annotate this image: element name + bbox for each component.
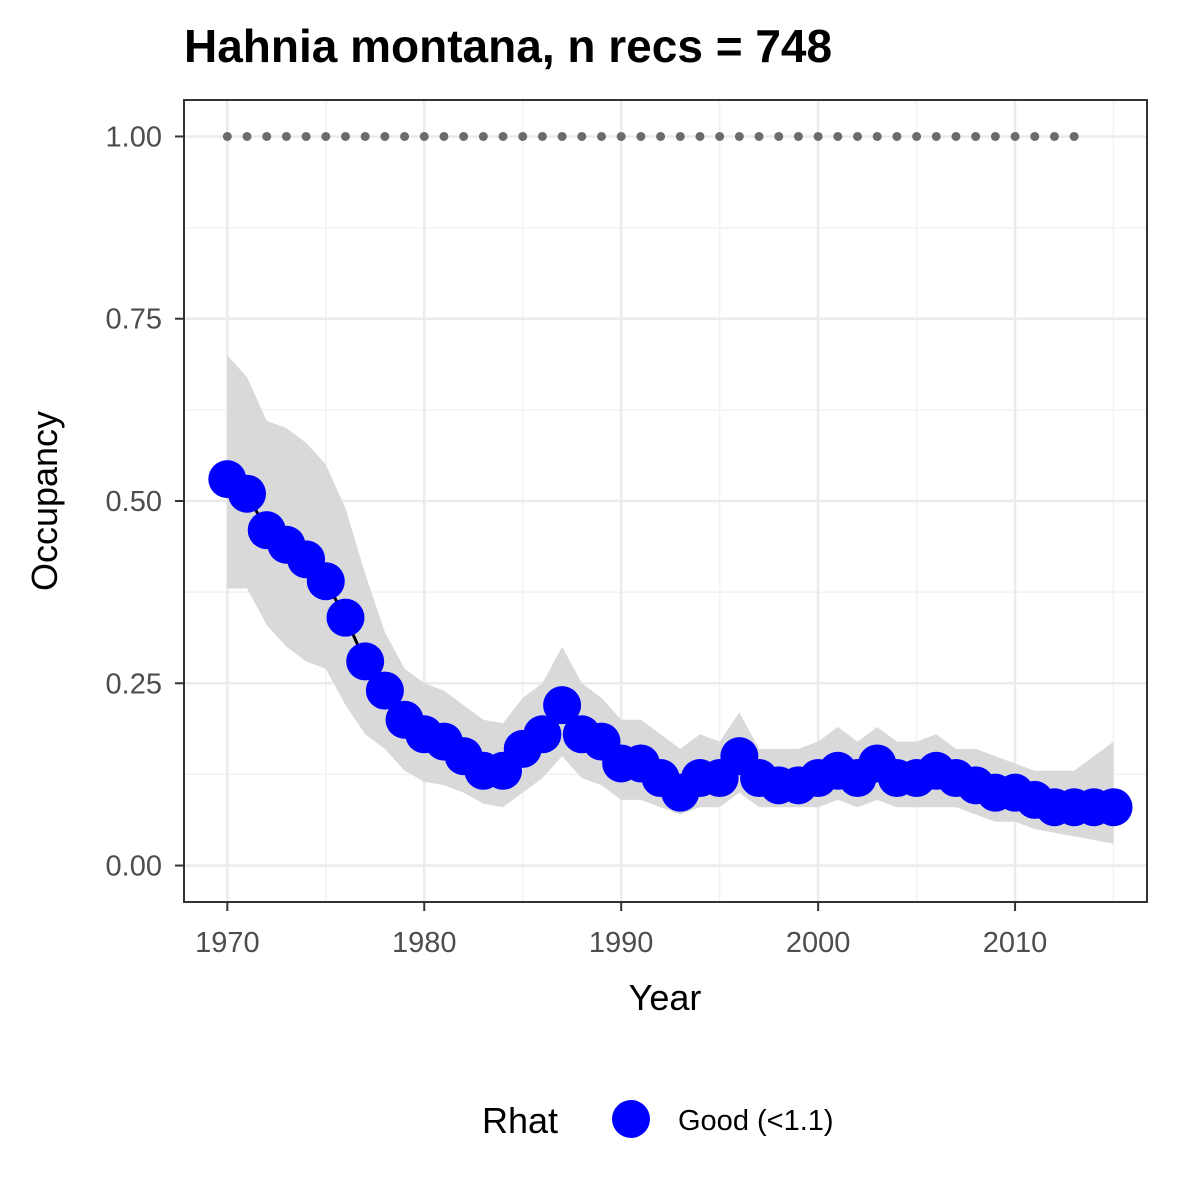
reference-dot bbox=[360, 131, 370, 141]
reference-dot bbox=[459, 131, 469, 141]
reference-dot bbox=[596, 131, 606, 141]
reference-dot bbox=[321, 131, 331, 141]
reference-dot bbox=[498, 131, 508, 141]
data-point-1987 bbox=[543, 686, 582, 725]
reference-dot bbox=[301, 131, 311, 141]
reference-dot bbox=[340, 131, 350, 141]
reference-dot bbox=[281, 131, 291, 141]
occupancy-points bbox=[208, 460, 1133, 827]
x-tick-label-2000: 2000 bbox=[786, 927, 851, 959]
reference-dot bbox=[577, 131, 587, 141]
reference-dot bbox=[695, 131, 705, 141]
reference-dot bbox=[222, 131, 232, 141]
legend-key-good bbox=[612, 1100, 650, 1138]
x-axis: 1970 1980 1990 2000 2010 bbox=[195, 902, 1047, 959]
reference-dot bbox=[557, 131, 567, 141]
y-tick-label-1.00: 1.00 bbox=[106, 121, 162, 153]
x-tick-label-1980: 1980 bbox=[392, 927, 457, 959]
data-point-1978 bbox=[365, 671, 404, 710]
legend-label-good: Good (<1.1) bbox=[678, 1105, 834, 1137]
chart-title: Hahnia montana, n recs = 748 bbox=[184, 20, 832, 72]
credible-interval-ribbon bbox=[227, 355, 1114, 844]
reference-dot bbox=[892, 131, 902, 141]
reference-dot bbox=[931, 131, 941, 141]
x-tick-label-1990: 1990 bbox=[589, 927, 654, 959]
legend: Rhat Good (<1.1) bbox=[482, 1100, 834, 1141]
reference-dot bbox=[774, 131, 784, 141]
y-tick-label-0.50: 0.50 bbox=[106, 486, 162, 518]
reference-dot bbox=[478, 131, 488, 141]
reference-line bbox=[222, 131, 1079, 141]
y-tick-label-0.75: 0.75 bbox=[106, 304, 162, 336]
reference-dot bbox=[951, 131, 961, 141]
reference-dot bbox=[813, 131, 823, 141]
reference-dot bbox=[262, 131, 272, 141]
y-axis-title: Occupancy bbox=[24, 411, 65, 591]
reference-dot bbox=[912, 131, 922, 141]
data-point-1977 bbox=[346, 642, 385, 681]
reference-dot bbox=[1069, 131, 1079, 141]
reference-dot bbox=[242, 131, 252, 141]
reference-dot bbox=[833, 131, 843, 141]
reference-dot bbox=[419, 131, 429, 141]
reference-dot bbox=[1010, 131, 1020, 141]
data-point-1976 bbox=[326, 598, 365, 637]
reference-dot bbox=[853, 131, 863, 141]
reference-dot bbox=[675, 131, 685, 141]
y-tick-label-0.25: 0.25 bbox=[106, 668, 162, 700]
reference-dot bbox=[754, 131, 764, 141]
reference-dot bbox=[636, 131, 646, 141]
reference-dot bbox=[872, 131, 882, 141]
reference-dot bbox=[793, 131, 803, 141]
reference-dot bbox=[380, 131, 390, 141]
reference-dot bbox=[537, 131, 547, 141]
reference-dot bbox=[439, 131, 449, 141]
reference-dot bbox=[616, 131, 626, 141]
y-tick-label-0.00: 0.00 bbox=[106, 851, 162, 883]
x-tick-label-2010: 2010 bbox=[983, 927, 1048, 959]
reference-dot bbox=[715, 131, 725, 141]
reference-dot bbox=[990, 131, 1000, 141]
data-point-1971 bbox=[228, 474, 267, 513]
x-tick-label-1970: 1970 bbox=[195, 927, 260, 959]
reference-dot bbox=[518, 131, 528, 141]
y-axis: 0.00 0.25 0.50 0.75 1.00 bbox=[106, 121, 184, 883]
reference-dot bbox=[656, 131, 666, 141]
reference-dot bbox=[734, 131, 744, 141]
data-point-1975 bbox=[306, 562, 345, 601]
legend-title: Rhat bbox=[482, 1100, 558, 1141]
x-axis-title: Year bbox=[629, 977, 702, 1018]
data-point-2015 bbox=[1094, 788, 1133, 827]
ribbon-area bbox=[227, 355, 1114, 844]
reference-dot bbox=[971, 131, 981, 141]
reference-dot bbox=[1030, 131, 1040, 141]
reference-dot bbox=[400, 131, 410, 141]
reference-dot bbox=[1049, 131, 1059, 141]
data-point-1986 bbox=[523, 715, 562, 754]
